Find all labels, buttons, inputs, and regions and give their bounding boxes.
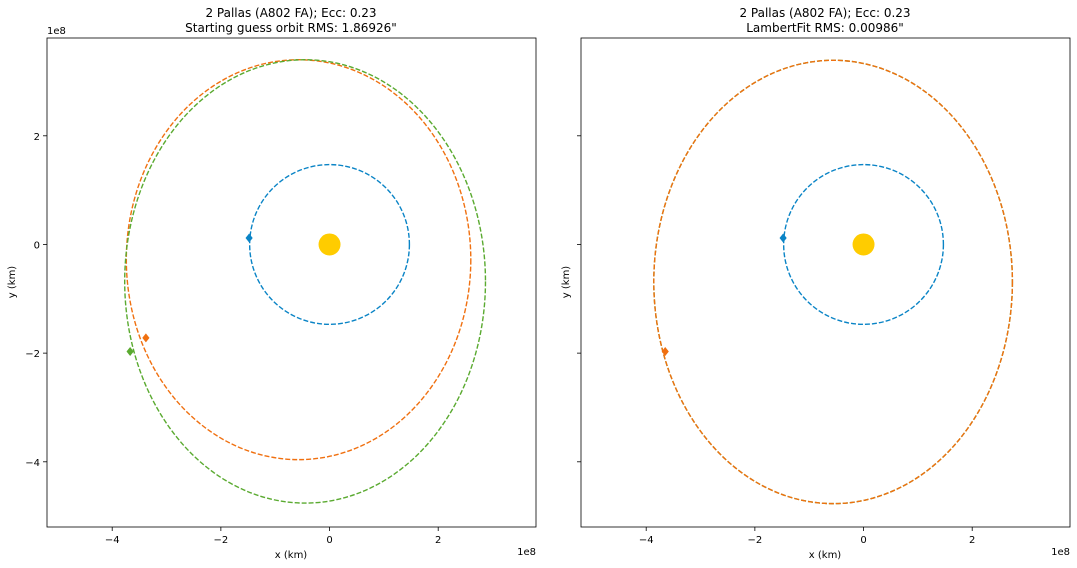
- left-x-exponent-label: 1e8: [517, 547, 536, 558]
- left-y-tick-label-0: −4: [25, 458, 40, 469]
- right-x-tick-label-0: −4: [639, 535, 654, 546]
- left-x-tick-label-0: −4: [105, 535, 120, 546]
- right-orbit-1: [653, 59, 1014, 505]
- left-x-tick-label-3: 2: [435, 535, 441, 546]
- right-x-tick-label-1: −2: [747, 535, 762, 546]
- left-chart-subtitle: Starting guess orbit RMS: 1.86926": [185, 21, 397, 35]
- left-orbit-2: [123, 59, 487, 504]
- right-orbit-2: [653, 59, 1014, 505]
- left-y-exponent-label: 1e8: [47, 26, 66, 37]
- right-y-axis-label: y (km): [561, 266, 572, 299]
- left-orbit-0: [248, 163, 411, 326]
- left-y-tick-label-1: −2: [25, 349, 40, 360]
- right-sun-marker: [852, 233, 875, 256]
- right-x-tick-label-2: 0: [860, 535, 866, 546]
- left-position-marker-0: [245, 233, 253, 243]
- right-chart-subtitle: LambertFit RMS: 0.00986": [746, 21, 904, 35]
- right-position-marker-1: [661, 347, 669, 357]
- right-axes-frame: [580, 37, 1071, 528]
- left-axes-frame: [46, 37, 537, 528]
- right-chart-title: 2 Pallas (A802 FA); Ecc: 0.23: [739, 6, 910, 20]
- left-y-tick-label-3: 2: [34, 132, 40, 143]
- left-position-marker-1: [142, 333, 150, 343]
- right-plot-area: [653, 59, 1014, 505]
- left-orbit-1: [125, 59, 472, 461]
- right-chart-panel: 2 Pallas (A802 FA); Ecc: 0.23 LambertFit…: [561, 6, 1071, 561]
- left-position-marker-2: [126, 347, 134, 357]
- left-plot-area: [123, 59, 487, 504]
- left-x-axis-label: x (km): [275, 550, 308, 561]
- left-chart-title: 2 Pallas (A802 FA); Ecc: 0.23: [205, 6, 376, 20]
- right-x-tick-label-3: 2: [969, 535, 975, 546]
- left-y-axis-label: y (km): [7, 266, 18, 299]
- right-position-marker-0: [779, 233, 787, 243]
- left-x-tick-label-2: 0: [326, 535, 332, 546]
- right-orbit-0: [782, 163, 945, 326]
- left-x-tick-label-1: −2: [213, 535, 228, 546]
- left-chart-panel: 2 Pallas (A802 FA); Ecc: 0.23 Starting g…: [7, 6, 537, 561]
- left-y-tick-label-2: 0: [34, 240, 40, 251]
- left-sun-marker: [318, 233, 341, 256]
- right-x-axis-label: x (km): [809, 550, 842, 561]
- right-x-exponent-label: 1e8: [1051, 547, 1070, 558]
